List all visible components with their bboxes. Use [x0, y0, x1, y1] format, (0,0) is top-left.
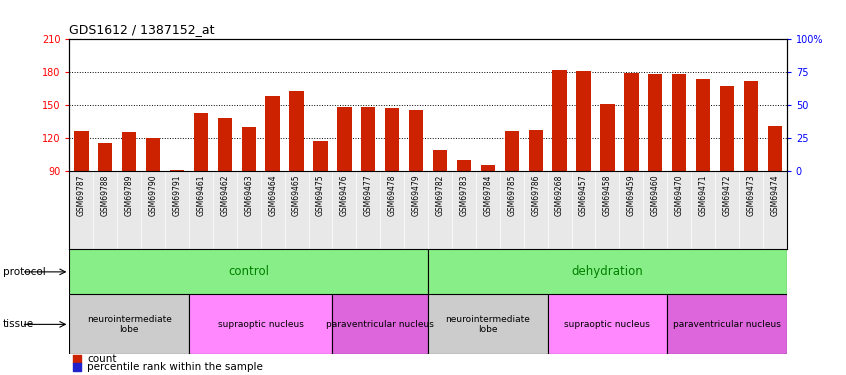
- Bar: [767, 126, 782, 171]
- Bar: [69, 249, 428, 294]
- Bar: [242, 127, 255, 171]
- Bar: [194, 112, 208, 171]
- Text: GSM69472: GSM69472: [722, 174, 732, 216]
- Text: GSM69783: GSM69783: [459, 174, 469, 216]
- Text: GSM69784: GSM69784: [483, 174, 492, 216]
- Bar: [667, 294, 787, 354]
- Text: GSM69477: GSM69477: [364, 174, 373, 216]
- Bar: [122, 132, 136, 171]
- Bar: [146, 138, 160, 171]
- Bar: [428, 249, 787, 294]
- Bar: [361, 107, 376, 171]
- Text: GSM69470: GSM69470: [674, 174, 684, 216]
- Bar: [74, 131, 89, 171]
- Text: paraventricular nucleus: paraventricular nucleus: [673, 320, 781, 329]
- Bar: [547, 294, 667, 354]
- Text: GSM69473: GSM69473: [746, 174, 755, 216]
- Text: tissue: tissue: [3, 320, 34, 329]
- Bar: [385, 108, 399, 171]
- Text: supraoptic nucleus: supraoptic nucleus: [217, 320, 304, 329]
- Text: GSM69457: GSM69457: [579, 174, 588, 216]
- Bar: [289, 91, 304, 171]
- Bar: [457, 160, 471, 171]
- Text: dehydration: dehydration: [572, 266, 643, 278]
- Point: [69, 364, 83, 370]
- Bar: [552, 70, 567, 171]
- Text: GSM69464: GSM69464: [268, 174, 277, 216]
- Bar: [504, 131, 519, 171]
- Text: GSM69788: GSM69788: [101, 174, 110, 216]
- Bar: [170, 170, 184, 171]
- Text: GSM69459: GSM69459: [627, 174, 636, 216]
- Text: GSM69463: GSM69463: [244, 174, 253, 216]
- Text: control: control: [228, 266, 269, 278]
- Bar: [428, 294, 547, 354]
- Bar: [648, 74, 662, 171]
- Bar: [338, 107, 352, 171]
- Text: GSM69475: GSM69475: [316, 174, 325, 216]
- Bar: [529, 130, 543, 171]
- Text: protocol: protocol: [3, 267, 46, 277]
- Text: GSM69268: GSM69268: [555, 174, 564, 216]
- Text: GSM69787: GSM69787: [77, 174, 85, 216]
- Text: GSM69786: GSM69786: [531, 174, 541, 216]
- Bar: [601, 104, 614, 171]
- Text: GSM69785: GSM69785: [508, 174, 516, 216]
- Text: GDS1612 / 1387152_at: GDS1612 / 1387152_at: [69, 22, 215, 36]
- Text: GSM69462: GSM69462: [220, 174, 229, 216]
- Bar: [624, 73, 639, 171]
- Text: GSM69791: GSM69791: [173, 174, 182, 216]
- Bar: [744, 81, 758, 171]
- Bar: [332, 294, 428, 354]
- Text: neurointermediate
lobe: neurointermediate lobe: [446, 315, 530, 334]
- Bar: [672, 74, 686, 171]
- Text: supraoptic nucleus: supraoptic nucleus: [564, 320, 651, 329]
- Point: [69, 356, 83, 362]
- Bar: [409, 111, 423, 171]
- Bar: [313, 141, 327, 171]
- Bar: [720, 86, 734, 171]
- Bar: [69, 294, 189, 354]
- Bar: [696, 79, 711, 171]
- Text: GSM69782: GSM69782: [436, 174, 444, 216]
- Bar: [433, 150, 448, 171]
- Text: GSM69471: GSM69471: [699, 174, 707, 216]
- Text: GSM69458: GSM69458: [603, 174, 612, 216]
- Text: GSM69476: GSM69476: [340, 174, 349, 216]
- Text: count: count: [87, 354, 117, 364]
- Bar: [266, 96, 280, 171]
- Text: percentile rank within the sample: percentile rank within the sample: [87, 362, 263, 372]
- Text: GSM69465: GSM69465: [292, 174, 301, 216]
- Text: GSM69790: GSM69790: [149, 174, 157, 216]
- Text: GSM69479: GSM69479: [412, 174, 420, 216]
- Text: GSM69789: GSM69789: [124, 174, 134, 216]
- Bar: [98, 143, 113, 171]
- Bar: [189, 294, 332, 354]
- Text: paraventricular nucleus: paraventricular nucleus: [327, 320, 434, 329]
- Bar: [217, 118, 232, 171]
- Text: GSM69478: GSM69478: [387, 174, 397, 216]
- Text: GSM69474: GSM69474: [771, 174, 779, 216]
- Text: GSM69460: GSM69460: [651, 174, 660, 216]
- Text: GSM69461: GSM69461: [196, 174, 206, 216]
- Text: neurointermediate
lobe: neurointermediate lobe: [87, 315, 172, 334]
- Bar: [576, 71, 591, 171]
- Bar: [481, 165, 495, 171]
